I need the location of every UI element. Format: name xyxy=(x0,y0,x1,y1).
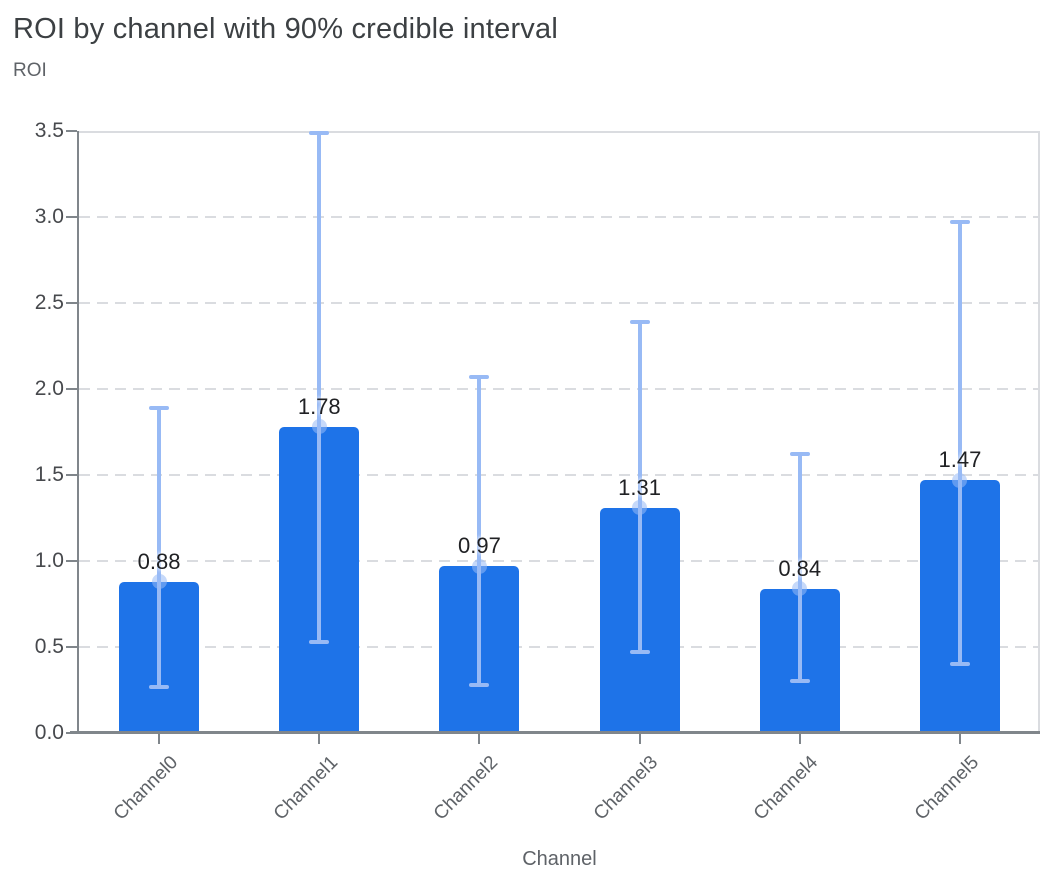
y-axis-line xyxy=(77,131,79,733)
x-tick-mark-channel2 xyxy=(478,734,481,744)
error-bar-channel1 xyxy=(317,132,322,642)
plot-border-top xyxy=(79,131,1040,133)
plot-border-right xyxy=(1038,131,1040,733)
value-label-channel5: 1.47 xyxy=(938,447,982,473)
y-axis-title: ROI xyxy=(13,60,47,81)
value-label-channel1: 1.78 xyxy=(297,393,341,419)
plot-area: 0.0 0.5 1.0 1.5 2.0 2.5 3.0 3.5 0.88 Channel0 1.78… xyxy=(35,119,1040,824)
y-tick-label-1.5: 1.5 xyxy=(34,463,64,486)
error-cap-top-channel5 xyxy=(949,220,970,225)
value-label-channel2: 0.97 xyxy=(457,533,501,559)
y-tick-mark-2.5 xyxy=(66,302,77,304)
error-cap-top-channel3 xyxy=(629,319,650,324)
error-cap-top-channel2 xyxy=(469,374,490,379)
error-cap-top-channel1 xyxy=(309,130,330,135)
mean-dot-channel4 xyxy=(792,581,808,597)
error-bar-channel3 xyxy=(637,321,642,653)
gridline-2.0 xyxy=(79,388,1040,390)
mean-dot-channel5 xyxy=(952,472,968,488)
error-cap-bottom-channel5 xyxy=(949,662,970,667)
x-tick-label-channel4: Channel4 xyxy=(750,752,823,825)
mean-dot-channel0 xyxy=(151,574,167,590)
y-tick-label-3.5: 3.5 xyxy=(34,119,64,142)
value-label-channel4: 0.84 xyxy=(778,555,822,581)
y-tick-mark-1.0 xyxy=(66,560,77,562)
y-tick-mark-3.0 xyxy=(66,216,77,218)
y-tick-mark-0.5 xyxy=(66,646,77,648)
y-tick-label-3.0: 3.0 xyxy=(34,205,64,228)
mean-dot-channel3 xyxy=(632,500,648,516)
x-tick-mark-channel3 xyxy=(638,734,641,744)
x-tick-mark-channel0 xyxy=(158,734,161,744)
error-cap-top-channel4 xyxy=(789,452,810,457)
x-axis-line xyxy=(70,731,1040,734)
y-tick-label-0.5: 0.5 xyxy=(34,635,64,658)
mean-dot-channel1 xyxy=(311,419,327,435)
error-bar-channel0 xyxy=(157,407,162,687)
error-cap-bottom-channel1 xyxy=(309,639,330,644)
gridline-1.0 xyxy=(79,560,1040,562)
x-tick-label-channel3: Channel3 xyxy=(590,752,663,825)
x-tick-label-channel5: Channel5 xyxy=(910,752,983,825)
value-label-channel3: 1.31 xyxy=(618,474,661,500)
x-tick-label-channel2: Channel2 xyxy=(429,752,503,825)
error-cap-bottom-channel0 xyxy=(149,684,170,689)
y-tick-label-2.0: 2.0 xyxy=(34,377,64,400)
y-tick-label-1.0: 1.0 xyxy=(34,549,64,572)
y-tick-label-0.0: 0.0 xyxy=(34,721,64,744)
gridline-2.5 xyxy=(79,302,1040,304)
error-cap-bottom-channel4 xyxy=(789,679,810,684)
x-tick-mark-channel5 xyxy=(958,734,961,744)
error-cap-top-channel0 xyxy=(149,405,170,410)
x-tick-mark-channel1 xyxy=(318,734,321,744)
x-tick-mark-channel4 xyxy=(798,734,801,744)
x-tick-label-channel0: Channel0 xyxy=(109,752,182,825)
gridline-3.0 xyxy=(79,216,1040,218)
gridline-0.5 xyxy=(79,646,1040,648)
error-bar-channel5 xyxy=(957,222,962,665)
y-tick-mark-2.0 xyxy=(66,388,77,390)
mean-dot-channel2 xyxy=(471,558,487,574)
y-tick-mark-1.5 xyxy=(66,474,77,476)
error-bar-channel2 xyxy=(477,376,482,685)
gridline-1.5 xyxy=(79,474,1040,476)
y-tick-label-2.5: 2.5 xyxy=(34,291,64,314)
chart-title: ROI by channel with 90% credible interva… xyxy=(13,13,558,45)
x-tick-label-channel1: Channel1 xyxy=(269,752,343,825)
value-label-channel0: 0.88 xyxy=(137,548,181,574)
error-cap-bottom-channel2 xyxy=(469,682,490,687)
y-tick-mark-3.5 xyxy=(66,130,77,132)
error-bar-channel4 xyxy=(797,454,802,682)
error-cap-bottom-channel3 xyxy=(629,650,650,655)
x-axis-title: Channel xyxy=(522,848,597,870)
